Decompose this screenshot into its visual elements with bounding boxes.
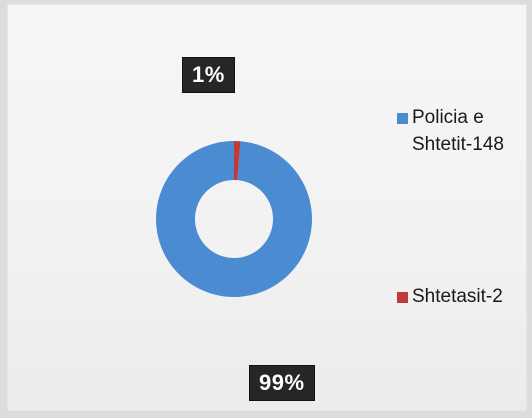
slice-policia bbox=[155, 141, 312, 297]
chart-area bbox=[7, 4, 527, 411]
legend-label-shtetasit: Shtetasit-2 bbox=[412, 286, 503, 307]
data-label-policia: 99% bbox=[250, 366, 314, 400]
data-label-shtetasit: 1% bbox=[183, 58, 234, 92]
legend-label-policia: Policia e Shtetit-148 bbox=[412, 107, 504, 155]
slice-shtetasit bbox=[234, 141, 241, 181]
legend-swatch-policia bbox=[397, 113, 408, 124]
legend-swatch-shtetasit bbox=[397, 292, 408, 303]
